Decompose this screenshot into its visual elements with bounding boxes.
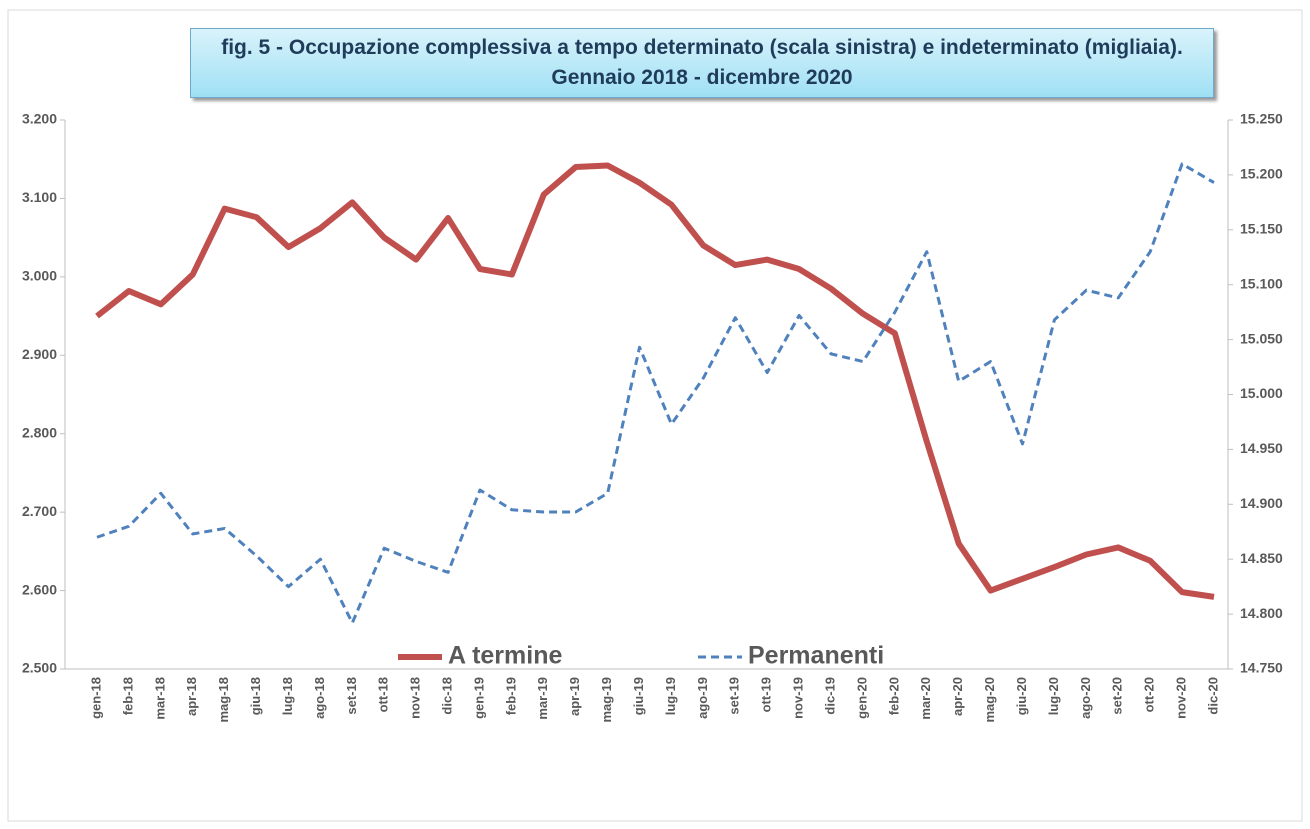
y-tick-label: 3.200 xyxy=(22,111,57,127)
y2-tick-label: 14.750 xyxy=(1240,660,1283,676)
x-tick-label: set-20 xyxy=(1110,677,1125,715)
x-tick-label: gen-19 xyxy=(471,677,486,719)
x-tick-label: feb-19 xyxy=(503,677,518,715)
x-tick-label: ott-19 xyxy=(759,677,774,712)
y2-tick-label: 14.850 xyxy=(1240,550,1283,566)
legend-label: Permanenti xyxy=(748,642,884,670)
x-tick-label: gen-20 xyxy=(854,677,869,719)
y2-tick-label: 15.100 xyxy=(1240,275,1283,291)
x-tick-label: mag-18 xyxy=(216,677,231,723)
x-tick-label: nov-18 xyxy=(408,677,423,719)
y-tick-label: 2.500 xyxy=(22,660,57,676)
x-tick-label: mag-20 xyxy=(982,677,997,723)
x-tick-label: mag-19 xyxy=(599,677,614,723)
y-tick-label: 2.800 xyxy=(22,424,57,440)
y2-tick-label: 14.950 xyxy=(1240,440,1283,456)
y-tick-label: 2.600 xyxy=(22,581,57,597)
x-tick-label: gen-18 xyxy=(88,677,103,719)
chart-title: fig. 5 - Occupazione complessiva a tempo… xyxy=(190,28,1214,98)
y2-tick-label: 14.900 xyxy=(1240,495,1283,511)
line-series xyxy=(96,162,1215,625)
x-tick-label: ago-20 xyxy=(1078,677,1093,719)
x-tick-label: feb-20 xyxy=(886,677,901,715)
x-tick-label: set-19 xyxy=(727,677,742,715)
x-tick-label: ott-18 xyxy=(376,677,391,712)
x-tick-label: apr-19 xyxy=(567,677,582,716)
y2-tick-label: 15.150 xyxy=(1240,221,1283,237)
x-tick-label: giu-20 xyxy=(1014,677,1029,715)
x-tick-label: lug-19 xyxy=(663,677,678,715)
x-tick-label: nov-20 xyxy=(1174,677,1189,719)
x-tick-label: ott-20 xyxy=(1142,677,1157,712)
y-tick-label: 3.100 xyxy=(22,189,57,205)
y-tick-label: 2.900 xyxy=(22,346,57,362)
x-tick-label: giu-18 xyxy=(248,677,263,715)
x-tick-label: lug-18 xyxy=(280,677,295,715)
x-tick-label: apr-20 xyxy=(950,677,965,716)
y2-tick-label: 15.050 xyxy=(1240,330,1283,346)
y2-tick-label: 15.000 xyxy=(1240,385,1283,401)
x-tick-label: dic-19 xyxy=(822,677,837,715)
y2-tick-label: 15.250 xyxy=(1240,111,1283,127)
x-tick-label: apr-18 xyxy=(184,677,199,716)
y-tick-label: 3.000 xyxy=(22,268,57,284)
x-tick-label: ago-18 xyxy=(312,677,327,719)
y-tick-label: 2.700 xyxy=(22,503,57,519)
y2-tick-label: 15.200 xyxy=(1240,166,1283,182)
x-tick-label: dic-18 xyxy=(439,677,454,715)
x-tick-label: dic-20 xyxy=(1205,677,1220,715)
x-tick-label: giu-19 xyxy=(631,677,646,715)
x-tick-label: set-18 xyxy=(344,677,359,715)
line-series xyxy=(95,162,1215,600)
x-tick-label: mar-19 xyxy=(535,677,550,720)
chart-border xyxy=(7,9,1303,822)
x-tick-label: mar-20 xyxy=(918,677,933,720)
x-tick-label: ago-19 xyxy=(695,677,710,719)
x-tick-label: mar-18 xyxy=(152,677,167,720)
legend-label: A termine xyxy=(448,642,562,670)
x-tick-label: lug-20 xyxy=(1046,677,1061,715)
x-tick-label: nov-19 xyxy=(791,677,806,719)
y2-tick-label: 14.800 xyxy=(1240,605,1283,621)
x-tick-label: feb-18 xyxy=(120,677,135,715)
